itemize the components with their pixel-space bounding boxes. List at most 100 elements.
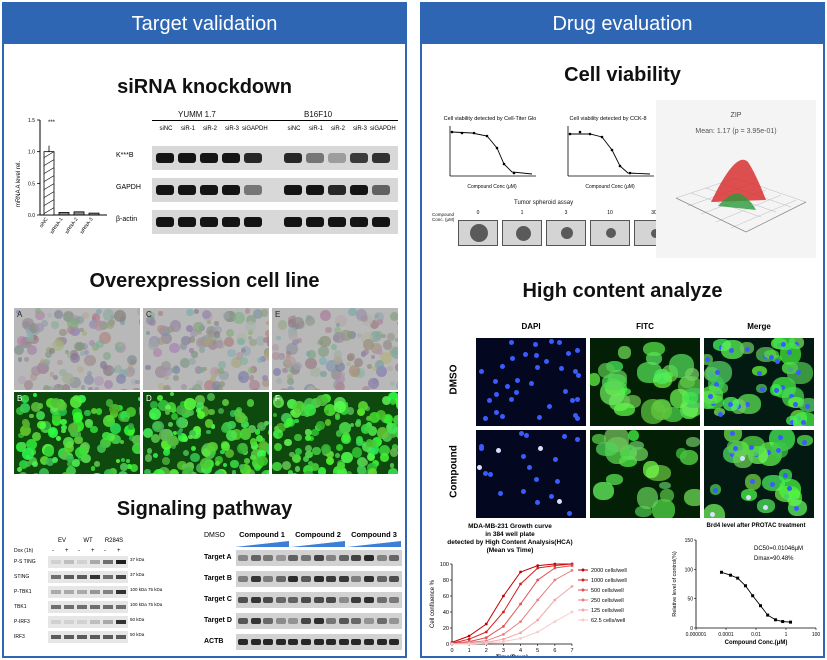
sig-dose-triangle — [235, 541, 289, 547]
brightfield-image: C — [143, 308, 269, 390]
cell-blob — [180, 358, 190, 368]
legend-label: 125 cells/well — [591, 608, 624, 614]
spheroid — [606, 228, 616, 238]
sig-target-band — [238, 618, 248, 624]
sig-dox-value: + — [91, 548, 95, 554]
cell-blob — [325, 419, 332, 426]
cell-blob — [380, 453, 389, 462]
zip-mean: Mean: 1.17 (p = 3.95e-01) — [656, 128, 816, 135]
cell-blob — [103, 365, 108, 370]
brd4-x-tick-label: 1 — [785, 632, 788, 638]
cell-blob — [51, 321, 60, 330]
cell-blob — [164, 375, 169, 380]
bar-category-label: siRNA-1 — [49, 217, 65, 236]
dapi-nucleus — [778, 435, 783, 440]
blot-band — [200, 217, 218, 227]
dapi-nucleus — [523, 352, 528, 357]
cell-blob — [56, 436, 61, 441]
cell-blob — [43, 385, 50, 390]
cell-blob — [29, 414, 33, 418]
brd4-xlabel: Compound Conc.(μM) — [725, 640, 788, 646]
sig-band — [116, 560, 126, 564]
cell-blob — [216, 340, 223, 347]
cell-blob — [163, 449, 170, 456]
cell-blob — [165, 409, 171, 415]
dapi-nucleus — [562, 434, 567, 439]
cell-blob — [139, 406, 140, 411]
growth-x-tick-label: 4 — [519, 648, 522, 654]
brd4-point — [729, 574, 732, 577]
cell-blob — [54, 310, 63, 319]
sig-target-band — [288, 555, 298, 561]
blot-band — [328, 185, 346, 195]
cell-blob — [276, 378, 282, 384]
cell-blob — [181, 384, 187, 390]
cell-blob — [157, 325, 166, 334]
cell-blob — [116, 374, 126, 384]
cell-blob — [352, 447, 363, 458]
sig-target-label: Target C — [204, 596, 232, 603]
cell-blob — [121, 458, 125, 462]
blot-band — [244, 153, 262, 163]
cell-blob — [222, 399, 229, 406]
cell-blob — [116, 459, 120, 463]
blot-row-label: GAPDH — [116, 184, 152, 191]
sig-band — [77, 605, 87, 609]
growth-point — [468, 643, 471, 646]
cell-blob — [27, 345, 37, 355]
cell-blob — [391, 347, 398, 359]
bar-tick-label: 1.5 — [28, 118, 35, 124]
blot-band — [178, 153, 196, 163]
dapi-nucleus — [483, 471, 488, 476]
sig-band — [51, 635, 61, 639]
cell-blob — [176, 417, 187, 428]
dapi-nucleus — [715, 370, 720, 375]
sig-target-band — [276, 639, 286, 645]
cell-blob — [84, 375, 94, 385]
legend-marker — [582, 609, 585, 612]
cell-blob — [35, 308, 41, 314]
sig-target-band — [238, 576, 248, 582]
hca-column-label: Merge — [704, 322, 814, 331]
dose-wedge — [291, 541, 345, 547]
bar-tick-label: 1.0 — [28, 150, 35, 156]
cell-blob — [355, 421, 361, 427]
dapi-nucleus — [479, 446, 484, 451]
growth-point — [502, 611, 505, 614]
sig-target-band — [263, 576, 273, 582]
hca-image-dapi — [476, 430, 586, 518]
fitc-cell — [684, 392, 698, 404]
cell-blob — [91, 466, 95, 470]
cell-blob — [92, 343, 100, 351]
cell-blob — [264, 349, 269, 361]
hca-column-label: FITC — [590, 322, 700, 331]
cell-blob — [390, 463, 395, 468]
blot-band — [306, 217, 324, 227]
blot-strip — [152, 146, 398, 170]
cell-blob — [158, 311, 162, 315]
blot-band — [200, 153, 218, 163]
brd4-chart: Brd4 level after PROTAC treatment0.00000… — [666, 520, 822, 658]
growth-ylabel: Cell confluence % — [430, 579, 436, 628]
cell-blob — [139, 317, 140, 326]
cell-blob — [144, 469, 151, 474]
sig-band — [64, 635, 74, 639]
cell-blob — [219, 381, 225, 387]
cell-blob — [204, 337, 213, 346]
cell-blob — [308, 461, 313, 466]
cell-blob — [357, 465, 366, 474]
cell-blob — [340, 372, 345, 377]
dapi-nucleus — [745, 347, 750, 352]
fitc-cell — [637, 487, 658, 509]
cell-blob — [371, 355, 375, 359]
hca-column-labels: DAPI FITC Merge — [476, 322, 818, 336]
sig-band — [77, 560, 87, 564]
cell-blob — [250, 455, 255, 460]
dapi-nucleus — [487, 398, 492, 403]
cell-blob — [191, 446, 197, 452]
cell-blob — [307, 386, 314, 390]
cell-blob — [24, 357, 29, 362]
cell-blob — [316, 421, 324, 429]
cell-blob — [147, 448, 152, 453]
sig-target-band — [339, 576, 349, 582]
